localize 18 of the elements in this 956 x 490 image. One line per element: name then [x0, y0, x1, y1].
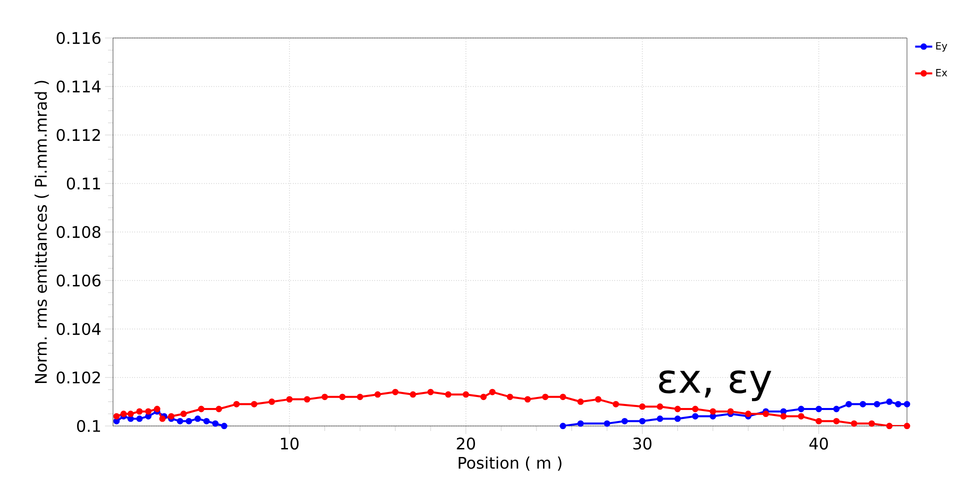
x-tick-label: 20 [456, 438, 475, 450]
x-tick-label: 40 [809, 438, 828, 450]
x-tick-label: 10 [281, 438, 299, 450]
y-tick-label: 0.102 [56, 371, 100, 384]
legend-label: Ey [936, 42, 948, 52]
y-tick-label: 0.1 [77, 420, 100, 432]
y-tick-label: 0.108 [56, 226, 100, 238]
y-axis-title: Norm. rms emittances ( Pi.mm.mrad ) [34, 80, 49, 383]
x-axis-title: Position ( m ) [458, 456, 562, 471]
y-tick-label: 0.106 [56, 274, 100, 287]
y-tick-label: 0.112 [56, 128, 100, 142]
annotation: εx, εy [659, 370, 772, 402]
legend-label: Ex [936, 68, 948, 76]
y-tick-label: 0.114 [56, 80, 101, 93]
y-tick-label: 0.116 [56, 32, 100, 44]
x-tick-label: 30 [633, 438, 652, 450]
y-tick-label: 0.11 [66, 177, 100, 190]
y-tick-label: 0.104 [56, 322, 101, 336]
